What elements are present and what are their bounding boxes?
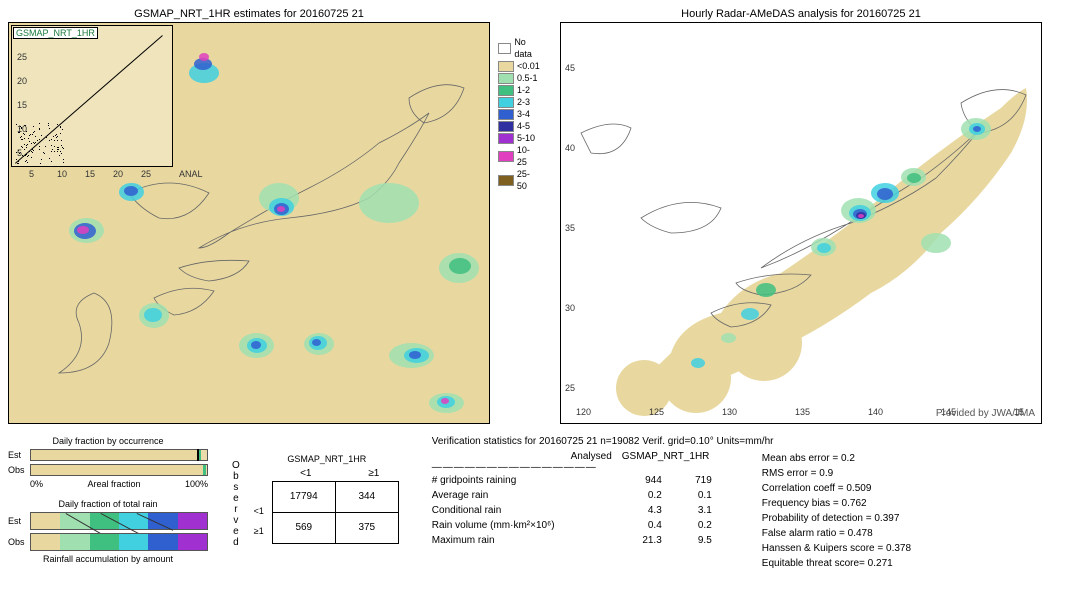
legend-row: 10-25 <box>498 144 540 168</box>
occurrence-obs-label: Obs <box>8 465 30 475</box>
totalrain-title: Daily fraction of total rain <box>8 499 208 509</box>
right-map-title: Hourly Radar-AMeDAS analysis for 2016072… <box>560 8 1042 20</box>
verif-row: Rain volume (mm·km²×10⁶)0.40.2 <box>432 518 732 533</box>
inset-label: GSMAP_NRT_1HR <box>13 27 98 39</box>
legend-row: 1-2 <box>498 84 540 96</box>
verif-metric: Hanssen & Kuipers score = 0.378 <box>762 541 992 556</box>
legend-row: 25-50 <box>498 168 540 192</box>
occurrence-block: Daily fraction by occurrence Est Obs 0% … <box>8 436 208 489</box>
contingency-col-ge: ≥1 <box>340 468 408 479</box>
totalrain-obs-bar <box>30 533 208 551</box>
contingency-title: GSMAP_NRT_1HR <box>246 454 408 464</box>
right-map: 120125130135140145152530354045Provided b… <box>560 22 1042 424</box>
occurrence-title: Daily fraction by occurrence <box>8 436 208 446</box>
occurrence-est-label: Est <box>8 450 30 460</box>
contingency-col-lt: <1 <box>272 468 340 479</box>
verif-metric: Equitable threat score= 0.271 <box>762 556 992 571</box>
legend-row: 0.5-1 <box>498 72 540 84</box>
verif-row: Maximum rain21.39.5 <box>432 533 732 548</box>
verif-row: # gridpoints raining944719 <box>432 473 732 488</box>
contingency-observed-label: Observed <box>232 460 240 548</box>
verif-row: Average rain0.20.1 <box>432 488 732 503</box>
verif-metrics: Mean abs error = 0.2RMS error = 0.9Corre… <box>762 451 992 571</box>
ct-cell-10: 569 <box>272 512 335 543</box>
verif-metric: Mean abs error = 0.2 <box>762 451 992 466</box>
ct-cell-11: 375 <box>335 512 398 543</box>
contingency-row-lt: <1 <box>246 506 272 516</box>
color-legend: No data<0.010.5-11-22-33-44-55-1010-2525… <box>498 36 540 192</box>
verif-metric: Probability of detection = 0.397 <box>762 511 992 526</box>
occurrence-axis-min: 0% <box>30 479 43 489</box>
totalrain-obs-label: Obs <box>8 537 30 547</box>
verif-title: Verification statistics for 20160725 21 … <box>432 436 992 447</box>
legend-row: 5-10 <box>498 132 540 144</box>
legend-row: 2-3 <box>498 96 540 108</box>
ct-cell-00: 17794 <box>272 481 335 512</box>
left-map: GSMAP_NRT_1HR510152025510152025ANAL <box>8 22 490 424</box>
occurrence-obs-bar <box>30 464 208 476</box>
contingency-table: 17794 344 569 375 <box>272 481 399 544</box>
occurrence-axis-max: 100% <box>185 479 208 489</box>
totalrain-block: Daily fraction of total rain Est Obs Rai… <box>8 499 208 564</box>
verif-rows: # gridpoints raining944719Average rain0.… <box>432 473 732 548</box>
verif-hdr-analysed: Analysed <box>432 451 622 462</box>
right-map-panel: Hourly Radar-AMeDAS analysis for 2016072… <box>560 8 1042 424</box>
left-map-panel: GSMAP_NRT_1HR estimates for 20160725 21 … <box>8 8 490 424</box>
occurrence-axis-mid: Areal fraction <box>87 479 140 489</box>
legend-row: No data <box>498 36 540 60</box>
left-map-title: GSMAP_NRT_1HR estimates for 20160725 21 <box>8 8 490 20</box>
verif-metric: RMS error = 0.9 <box>762 466 992 481</box>
map-attribution: Provided by JWA/JMA <box>936 408 1035 419</box>
legend-row: <0.01 <box>498 60 540 72</box>
totalrain-est-label: Est <box>8 516 30 526</box>
verif-hdr-est: GSMAP_NRT_1HR <box>622 451 732 462</box>
fraction-panels: Daily fraction by occurrence Est Obs 0% … <box>8 436 208 571</box>
occurrence-est-bar <box>30 449 208 461</box>
verif-metric: Frequency bias = 0.762 <box>762 496 992 511</box>
verif-divider: ——————————————— <box>432 462 732 473</box>
contingency-row-ge: ≥1 <box>246 526 272 536</box>
verif-metric: False alarm ratio = 0.478 <box>762 526 992 541</box>
totalrain-est-bar <box>30 512 208 530</box>
legend-row: 3-4 <box>498 108 540 120</box>
verif-metric: Correlation coeff = 0.509 <box>762 481 992 496</box>
verif-row: Conditional rain4.33.1 <box>432 503 732 518</box>
verification-block: Verification statistics for 20160725 21 … <box>432 436 992 571</box>
legend-row: 4-5 <box>498 120 540 132</box>
ct-cell-01: 344 <box>335 481 398 512</box>
contingency-block: Observed GSMAP_NRT_1HR <1 ≥1 <1 17794 34… <box>232 436 408 571</box>
totalrain-caption: Rainfall accumulation by amount <box>8 554 208 564</box>
